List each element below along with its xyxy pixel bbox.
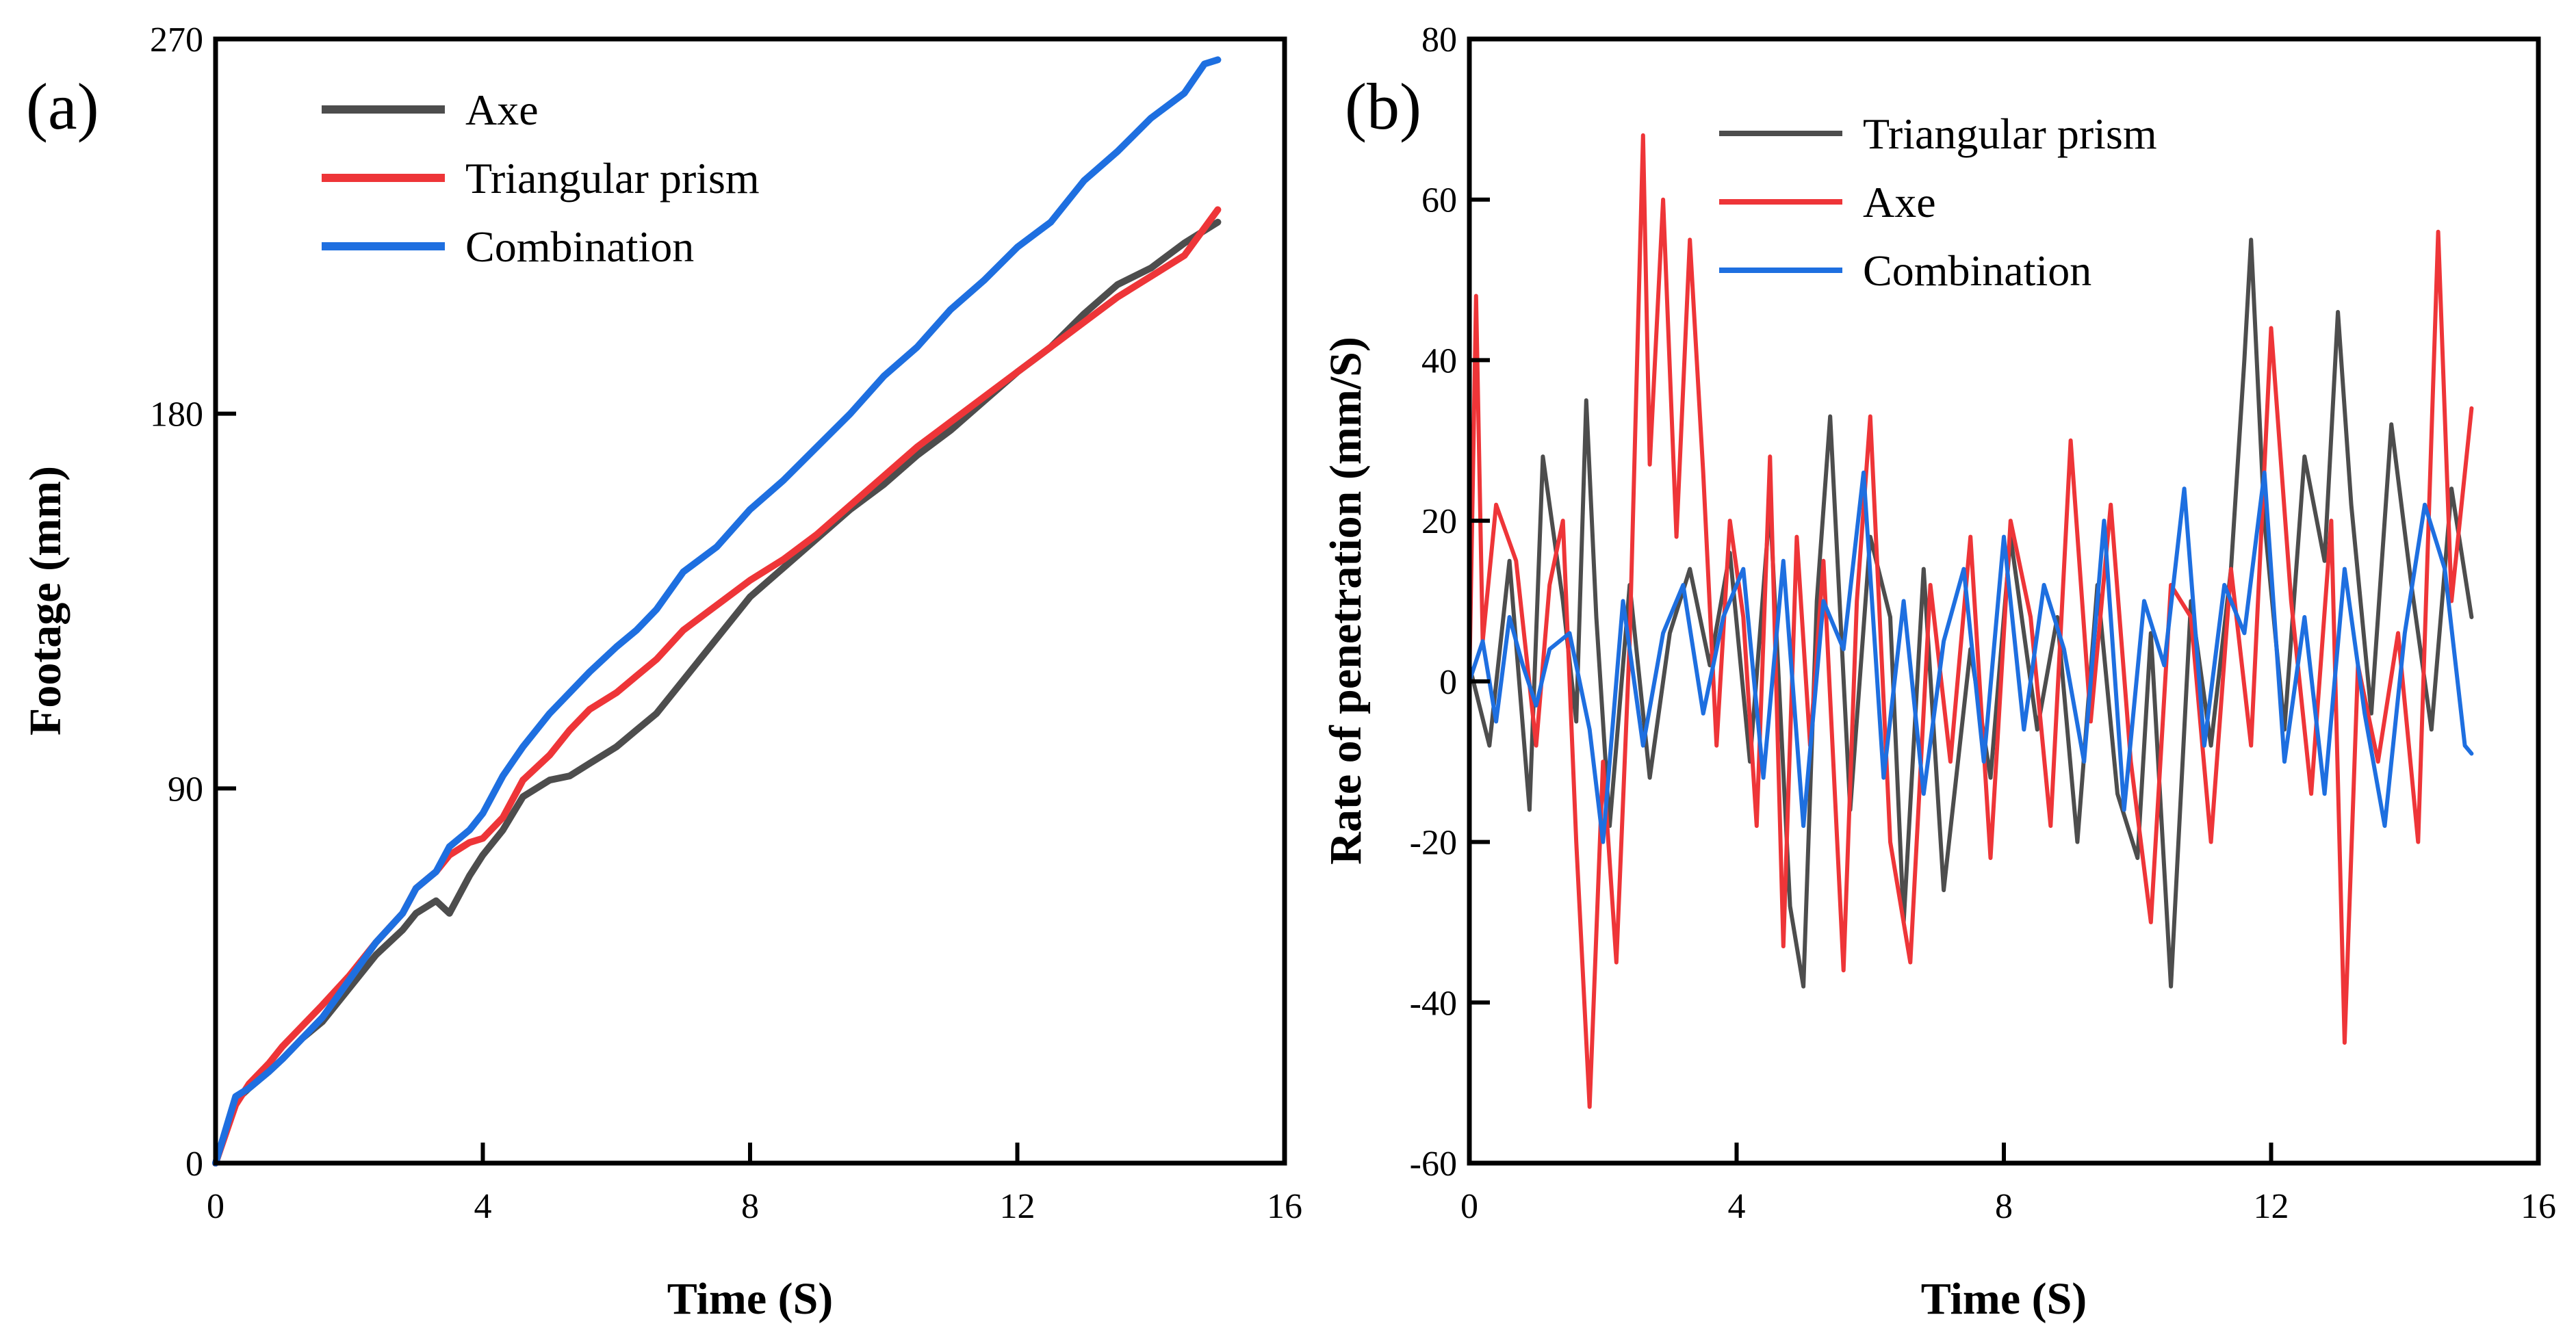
- x-axis-label-a: Time (S): [667, 1274, 834, 1324]
- series-line-b-triangular-prism: [1467, 237, 2474, 989]
- legend-label-b: Triangular prism: [1863, 109, 2157, 158]
- series-line-a-combination: [212, 56, 1222, 1167]
- series-line-a-axe: [212, 218, 1222, 1167]
- legend-label-a: Axe: [465, 86, 539, 134]
- y-tick-label-a: 270: [150, 21, 203, 60]
- x-tick-label-b: 16: [2521, 1187, 2556, 1226]
- ticks-b: 0 4 8 12 16 -60 -40 -20 0 20 40 60 80: [1410, 21, 2556, 1226]
- y-tick-label-b: -40: [1410, 984, 1457, 1023]
- chart-panel-a: 0 4 8 12 16 0 90 180 270 (a) Time (S) Footage (m…: [21, 21, 1302, 1324]
- x-tick-label-a: 4: [474, 1187, 492, 1226]
- x-tick-label-a: 12: [1000, 1187, 1035, 1226]
- x-tick-label-a: 8: [741, 1187, 759, 1226]
- legend-label-a: Combination: [465, 222, 694, 271]
- x-tick-label-a: 16: [1267, 1187, 1302, 1226]
- y-axis-label-b: Rate of penetration (mm/S): [1321, 337, 1371, 865]
- series-group-a: [212, 56, 1222, 1167]
- series-line-a-triangular-prism: [212, 206, 1222, 1167]
- legend-label-b: Combination: [1863, 246, 2091, 295]
- legend-b: Triangular prism Axe Combination: [1719, 109, 2157, 295]
- chart-panel-b: 0 4 8 12 16 -60 -40 -20 0 20 40 60 80 (b) Time (S) R…: [1321, 21, 2556, 1324]
- y-tick-label-a: 0: [185, 1145, 203, 1184]
- legend-label-a: Triangular prism: [465, 154, 760, 203]
- x-tick-label-b: 8: [1995, 1187, 2013, 1226]
- legend-a: Axe Triangular prism Combination: [322, 86, 760, 271]
- y-tick-label-b: -60: [1410, 1145, 1457, 1184]
- y-tick-label-a: 180: [150, 395, 203, 434]
- y-tick-label-b: 20: [1421, 502, 1457, 541]
- legend-label-b: Axe: [1863, 178, 1936, 226]
- x-tick-label-a: 0: [207, 1187, 224, 1226]
- x-tick-label-b: 12: [2254, 1187, 2289, 1226]
- y-tick-label-b: -20: [1410, 824, 1457, 863]
- panel-label-a: (a): [26, 70, 99, 143]
- series-line-b-combination: [1467, 470, 2474, 844]
- y-axis-label-a: Footage (mm): [21, 466, 70, 735]
- y-tick-label-b: 0: [1439, 663, 1457, 702]
- panel-label-b: (b): [1345, 70, 1421, 143]
- y-tick-label-b: 60: [1421, 181, 1457, 220]
- y-tick-label-a: 90: [168, 770, 203, 809]
- x-tick-label-b: 4: [1728, 1187, 1746, 1226]
- ticks-a: 0 4 8 12 16 0 90 180 270: [150, 21, 1302, 1226]
- y-tick-label-b: 80: [1421, 21, 1457, 60]
- y-tick-label-b: 40: [1421, 341, 1457, 380]
- series-group-b: [1467, 133, 2474, 1109]
- x-tick-label-b: 0: [1460, 1187, 1478, 1226]
- x-axis-label-b: Time (S): [1921, 1274, 2087, 1324]
